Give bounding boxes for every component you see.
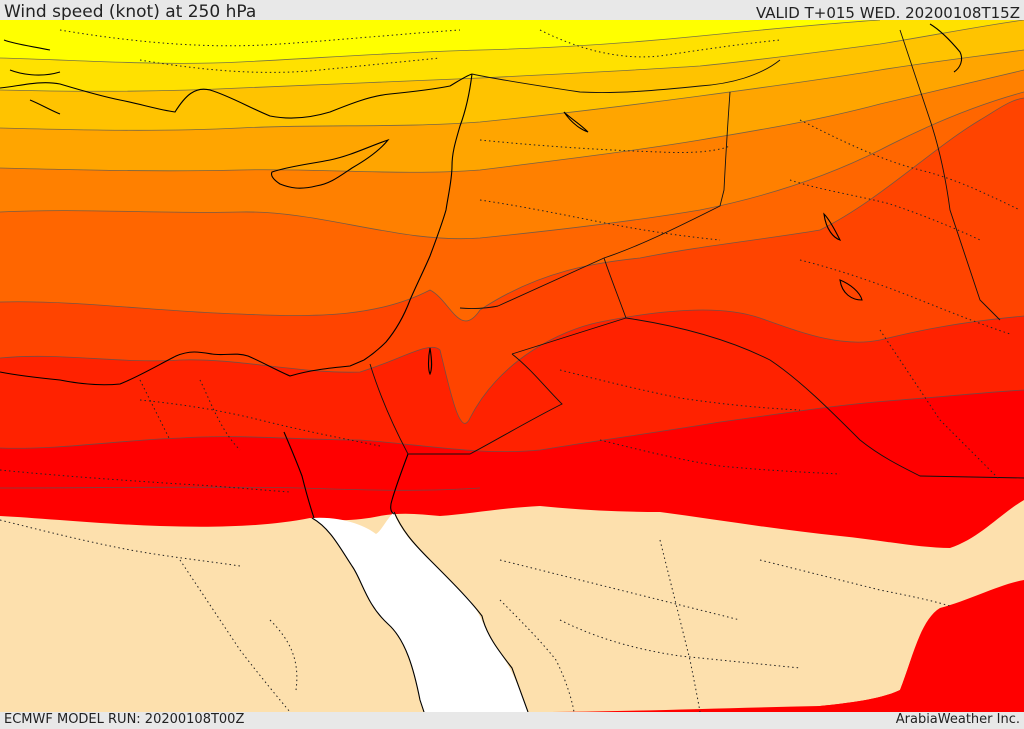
red-sea-west-coast	[311, 517, 425, 712]
contour-line	[0, 91, 1024, 240]
contour-line	[0, 20, 1024, 92]
border-jordan-saudi	[408, 353, 563, 455]
admin-border	[799, 259, 1011, 335]
contour-line	[0, 49, 1024, 131]
red-sea	[312, 512, 528, 712]
admin-border	[659, 539, 701, 712]
border-israel-egypt	[369, 363, 409, 455]
header-bar: Wind speed (knot) at 250 hPa VALID T+015…	[0, 0, 1024, 22]
turkey-south-coast	[0, 73, 473, 119]
iraq-lake	[823, 212, 842, 241]
contour-line	[0, 69, 1024, 173]
valid-time: VALID T+015 WED. 20200108T15Z	[755, 4, 1020, 22]
border-syria-jordan	[459, 305, 499, 309]
admin-border	[139, 399, 381, 447]
admin-border	[59, 29, 461, 47]
admin-border	[0, 519, 241, 567]
caspian-coast	[929, 23, 963, 73]
southeast-jet	[780, 582, 1024, 712]
admin-border	[479, 139, 731, 154]
contour-line	[0, 389, 1024, 453]
admin-border	[139, 57, 441, 73]
gulf-of-suez-coast	[283, 431, 315, 519]
contour-line	[0, 309, 1024, 424]
contour-line	[0, 20, 881, 64]
egypt-north-coast	[0, 351, 365, 386]
dead-sea	[427, 347, 433, 376]
levant-coast	[363, 73, 473, 361]
admin-border	[499, 599, 575, 712]
low-wind-land	[0, 500, 1024, 712]
admin-border	[199, 379, 241, 451]
syria-lake	[563, 111, 589, 133]
border-iraq-iran	[899, 29, 1001, 321]
border-turkey-syria	[471, 59, 781, 93]
admin-border	[879, 329, 1001, 481]
footer-bar: ECMWF MODEL RUN: 20200108T00Z ArabiaWeat…	[0, 712, 1024, 729]
border-syria-iraq	[497, 91, 731, 307]
admin-border	[559, 369, 801, 411]
cyprus-coast	[270, 138, 390, 189]
iraq-lake-2	[839, 279, 863, 301]
admin-border	[559, 619, 801, 669]
admin-border	[759, 559, 951, 607]
wind-speed-map	[0, 20, 1024, 712]
map-title: Wind speed (knot) at 250 hPa	[4, 2, 257, 22]
credit: ArabiaWeather Inc.	[895, 712, 1020, 727]
red-sea-east-coast	[393, 511, 529, 712]
admin-border	[599, 439, 841, 475]
border-iraq-saudi	[625, 317, 1024, 479]
sea-of-marmara-islands	[3, 39, 61, 115]
contour-line	[0, 486, 481, 491]
admin-border	[179, 559, 291, 712]
model-run: ECMWF MODEL RUN: 20200108T00Z	[4, 712, 245, 727]
border-jordan-iraq-saudi	[511, 257, 627, 355]
admin-border	[479, 199, 721, 241]
gulf-of-aqaba-coast	[390, 453, 409, 515]
